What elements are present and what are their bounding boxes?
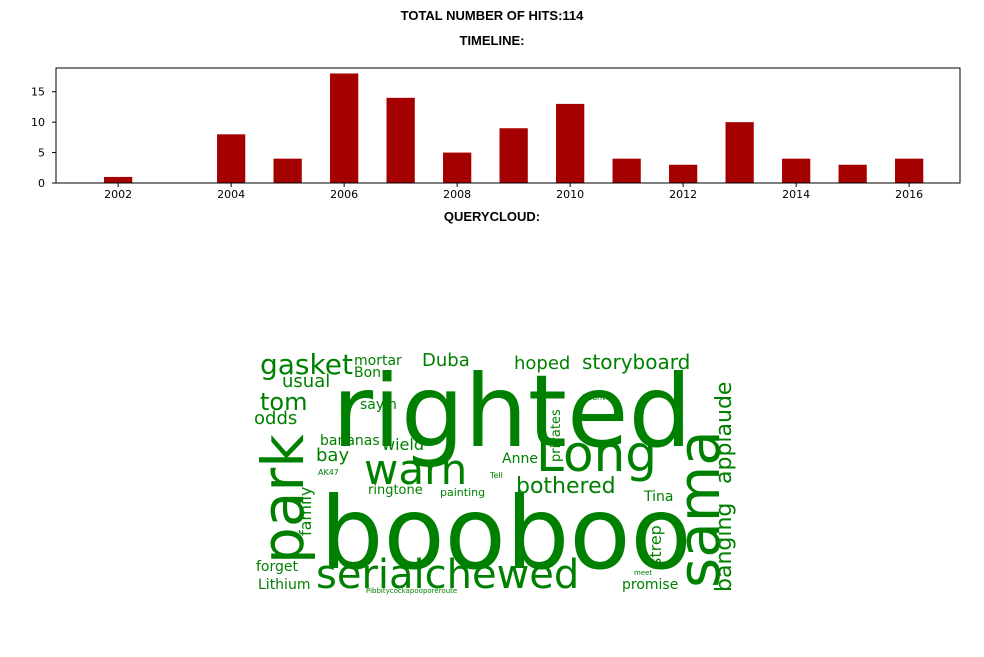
cloud-word: privates (549, 409, 564, 462)
y-tick-label: 0 (38, 177, 45, 190)
cloud-word: storyboard (582, 352, 691, 374)
bar (725, 122, 754, 183)
bar (217, 134, 246, 183)
x-tick-label: 2004 (217, 188, 245, 201)
query-wordcloud: righted booboo park sama Long warn seria… (252, 352, 738, 596)
bar (669, 164, 698, 183)
cloud-word: forget (256, 559, 298, 575)
cloud-word: odds (254, 408, 298, 429)
cloud-word: Bon (354, 365, 382, 381)
x-tick-label: 2006 (330, 188, 358, 201)
bar (386, 97, 415, 183)
querycloud-heading: QUERYCLOUD: (443, 209, 541, 224)
cloud-word: Tina (644, 489, 674, 505)
y-tick-label: 10 (31, 116, 45, 129)
cloud-word: applaude (712, 381, 737, 484)
cloud-word: gasket (260, 352, 353, 381)
cloud-word: serialchewed (316, 552, 580, 596)
cloud-word: banging (712, 502, 737, 592)
cloud-word: usual (282, 371, 331, 392)
x-tick-label: 2002 (104, 188, 132, 201)
bar (499, 128, 528, 183)
timeline-chart-svg: 2002 2004 2006 2008 2010 2012 2014 2016 0 5 10 15 (31, 67, 961, 201)
cloud-word: painting (440, 486, 486, 499)
cloud-word: meet (634, 569, 653, 577)
x-tick-label: 2014 (782, 188, 810, 201)
cloud-word: booboo (320, 475, 692, 592)
cloud-word: warn (364, 445, 468, 494)
cloud-word: AK47 (318, 468, 339, 477)
bar (273, 158, 302, 183)
cloud-word: tom (260, 388, 308, 416)
cloud-word: bananas (320, 433, 380, 449)
cloud-word: wield (382, 435, 424, 454)
cloud-word: family (296, 486, 315, 536)
bar (330, 73, 359, 183)
cloud-word: Lithium (258, 577, 311, 593)
bar (782, 158, 811, 183)
total-hits-heading: TOTAL NUMBER OF HITS:114 (400, 8, 584, 23)
x-tick-label: 2012 (669, 188, 697, 201)
cloud-word: mortar (354, 353, 402, 369)
cloud-word: promise (622, 577, 679, 593)
cloud-word: Tell (490, 471, 503, 480)
x-tick-label: 2016 (895, 188, 923, 201)
cloud-word: hoped (514, 353, 571, 374)
bar (895, 158, 924, 183)
plot-frame (55, 67, 961, 184)
y-tick-label: 15 (31, 86, 45, 99)
x-tick-label: 2010 (556, 188, 584, 201)
bar (443, 152, 472, 183)
cloud-word: righted (332, 353, 692, 470)
cloud-word: sayin (360, 397, 397, 413)
cloud-word: strep (646, 525, 665, 566)
cloud-word: Anne (502, 451, 538, 467)
bar (612, 158, 641, 183)
cloud-word: Long (536, 425, 657, 483)
cloud-word: bothered (516, 474, 616, 499)
y-tick-label: 5 (38, 147, 45, 160)
cloud-word: Duba (422, 352, 470, 371)
timeline-chart: 2002 2004 2006 2008 2010 2012 2014 2016 0 5 10 15 (0, 60, 984, 206)
cloud-word: Pibbitycockapooporeroute (366, 587, 458, 595)
cloud-word: flaunt (582, 393, 606, 402)
cloud-word: bay (316, 445, 350, 466)
bar (838, 164, 867, 183)
cloud-word: ringtone (368, 483, 423, 498)
x-tick-label: 2008 (443, 188, 471, 201)
bar (104, 176, 133, 183)
timeline-heading: TIMELINE: (459, 33, 525, 48)
bar (556, 103, 585, 183)
